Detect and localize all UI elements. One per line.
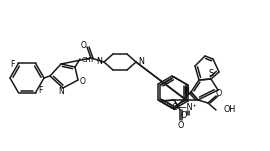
Text: O: O [80,77,86,87]
Text: F: F [38,86,43,95]
Text: OH: OH [223,106,235,114]
Text: O: O [181,111,187,119]
Text: N: N [58,87,64,96]
Text: O: O [216,90,222,98]
Text: S: S [208,69,214,79]
Text: O: O [81,42,87,50]
Text: ⁻O—N⁺: ⁻O—N⁺ [168,103,197,111]
Text: N: N [183,87,189,96]
Text: F: F [10,60,15,69]
Text: O: O [178,120,184,130]
Text: CH₃: CH₃ [82,57,94,63]
Text: N: N [138,58,144,66]
Text: N: N [96,58,102,66]
